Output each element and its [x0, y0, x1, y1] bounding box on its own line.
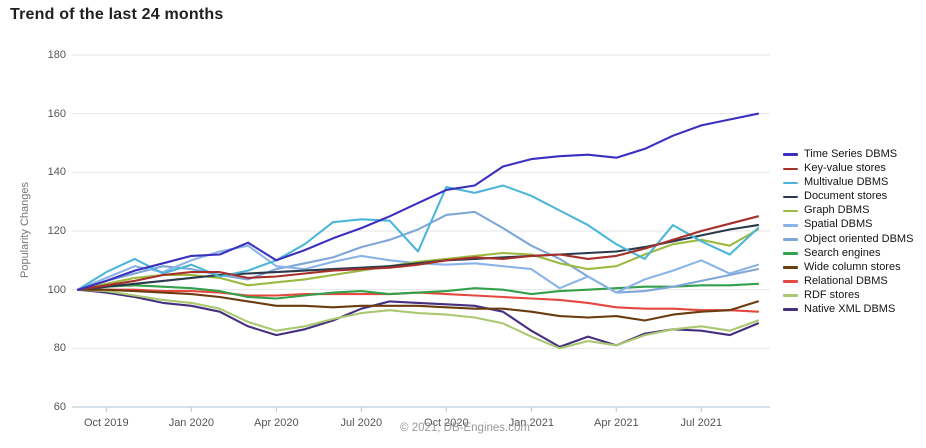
legend-label: Document stores [804, 190, 888, 203]
legend-item-multivalue-dbms[interactable]: Multivalue DBMS [783, 177, 913, 189]
x-tick-label-apr-2021: Apr 2021 [594, 417, 639, 429]
legend-item-spatial-dbms[interactable]: Spatial DBMS [783, 219, 913, 231]
legend-label: Native XML DBMS [804, 303, 896, 316]
legend-swatch-icon [783, 223, 798, 227]
legend-item-object-oriented-dbms[interactable]: Object oriented DBMS [783, 232, 914, 246]
y-tick-label-160: 160 [47, 107, 66, 120]
legend-swatch-icon [783, 209, 798, 213]
y-tick-label-60: 60 [53, 401, 66, 413]
legend-swatch-icon [783, 167, 798, 171]
legend-swatch-icon [783, 294, 798, 297]
legend-label: Spatial DBMS [804, 218, 873, 231]
legend-item-wide-column-stores[interactable]: Wide column stores [783, 260, 913, 274]
y-tick-label-80: 80 [53, 342, 66, 355]
legend-label: Wide column stores [804, 260, 901, 273]
legend-swatch-icon [783, 181, 798, 185]
legend-item-graph-dbms[interactable]: Graph DBMS [783, 205, 913, 217]
chart-title: Trend of the last 24 months [10, 6, 224, 23]
legend-item-search-engines[interactable]: Search engines [783, 246, 913, 260]
legend-item-document-stores[interactable]: Document stores [783, 191, 913, 203]
series-line-wide-column-stores[interactable] [76, 288, 760, 322]
copyright-note: © 2021, DB-Engines.com [400, 422, 530, 434]
y-tick-label-140: 140 [47, 166, 66, 179]
y-tick-label-100: 100 [47, 283, 66, 296]
series-line-native-xml-dbms[interactable] [76, 288, 760, 348]
series-line-document-stores[interactable] [76, 224, 760, 291]
x-tick-label-jan-2020: Jan 2020 [168, 417, 214, 429]
legend-swatch-icon [783, 308, 798, 312]
legend-swatch-icon [783, 280, 798, 283]
series-line-time-series-dbms[interactable] [76, 112, 760, 291]
legend: Time Series DBMS Key-value stores Multival… [783, 148, 914, 316]
legend-label: Key-value stores [804, 162, 886, 175]
x-tick-label-jul-2020: Jul 2020 [340, 417, 383, 429]
legend-label: Graph DBMS [804, 204, 870, 217]
legend-item-key-value-stores[interactable]: Key-value stores [783, 163, 913, 175]
series-line-rdf-stores[interactable] [76, 288, 760, 350]
legend-label: Search engines [804, 246, 881, 259]
x-tick-label-apr-2020: Apr 2020 [254, 417, 299, 429]
y-axis-title: Popularity Changes [19, 181, 31, 279]
legend-item-relational-dbms[interactable]: Relational DBMS [783, 274, 913, 288]
legend-item-time-series-dbms[interactable]: Time Series DBMS [783, 148, 913, 161]
legend-label: Time Series DBMS [804, 148, 898, 160]
legend-label: Multivalue DBMS [804, 176, 889, 189]
legend-label: Relational DBMS [804, 274, 888, 287]
legend-label: RDF stores [804, 288, 860, 301]
x-tick-label-oct-2020: Oct 2020 [424, 417, 469, 429]
legend-label: Object oriented DBMS [804, 232, 914, 245]
legend-swatch-icon [783, 153, 798, 157]
series-line-search-engines[interactable] [76, 282, 760, 300]
y-tick-label-120: 120 [47, 225, 66, 237]
legend-swatch-icon [783, 266, 798, 269]
x-tick-label-oct-2019: Oct 2019 [84, 417, 129, 429]
legend-item-rdf-stores[interactable]: RDF stores [783, 288, 913, 302]
series-line-key-value-stores[interactable] [76, 215, 760, 291]
series-line-multivalue-dbms[interactable] [76, 184, 760, 291]
legend-swatch-icon [783, 252, 798, 255]
x-tick-label-jul-2021: Jul 2021 [680, 417, 723, 429]
legend-swatch-icon [783, 238, 798, 241]
x-tick-label-jan-2021: Jan 2021 [508, 417, 554, 429]
series-line-graph-dbms[interactable] [76, 228, 760, 291]
series-line-object-oriented-dbms[interactable] [76, 210, 760, 294]
legend-item-native-xml-dbms[interactable]: Native XML DBMS [783, 304, 913, 316]
legend-swatch-icon [783, 195, 798, 199]
y-tick-label-180: 180 [47, 49, 66, 61]
